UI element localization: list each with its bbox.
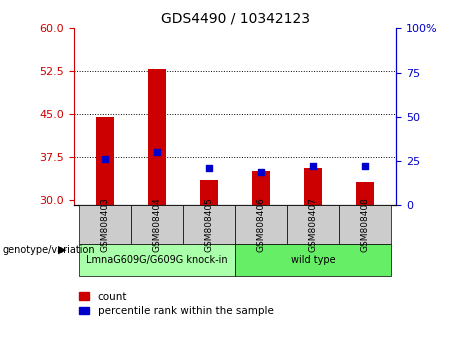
Bar [356,182,374,205]
Text: genotype/variation: genotype/variation [2,245,95,255]
Text: ▶: ▶ [59,245,67,255]
Bar [287,205,339,244]
Point [309,164,317,169]
Point [101,156,109,162]
Text: GSM808408: GSM808408 [361,197,370,252]
Text: LmnaG609G/G609G knock-in: LmnaG609G/G609G knock-in [86,255,228,265]
Text: GSM808407: GSM808407 [309,197,318,252]
Bar [79,244,235,276]
Bar [200,179,218,205]
Bar [235,244,391,276]
Bar [131,205,183,244]
Text: GSM808405: GSM808405 [205,197,213,252]
Text: GSM808403: GSM808403 [100,197,110,252]
Text: GSM808404: GSM808404 [153,198,161,252]
Bar [252,171,270,205]
Bar [183,205,235,244]
Point [257,169,265,175]
Bar [148,69,166,205]
Legend: count, percentile rank within the sample: count, percentile rank within the sample [79,292,273,316]
Bar [79,205,131,244]
Text: wild type: wild type [291,255,336,265]
Bar [339,205,391,244]
Point [361,164,369,169]
Bar [235,205,287,244]
Bar [96,117,114,205]
Point [206,165,213,171]
Bar [304,168,322,205]
Point [154,149,161,155]
Title: GDS4490 / 10342123: GDS4490 / 10342123 [160,12,310,26]
Text: GSM808406: GSM808406 [257,197,266,252]
